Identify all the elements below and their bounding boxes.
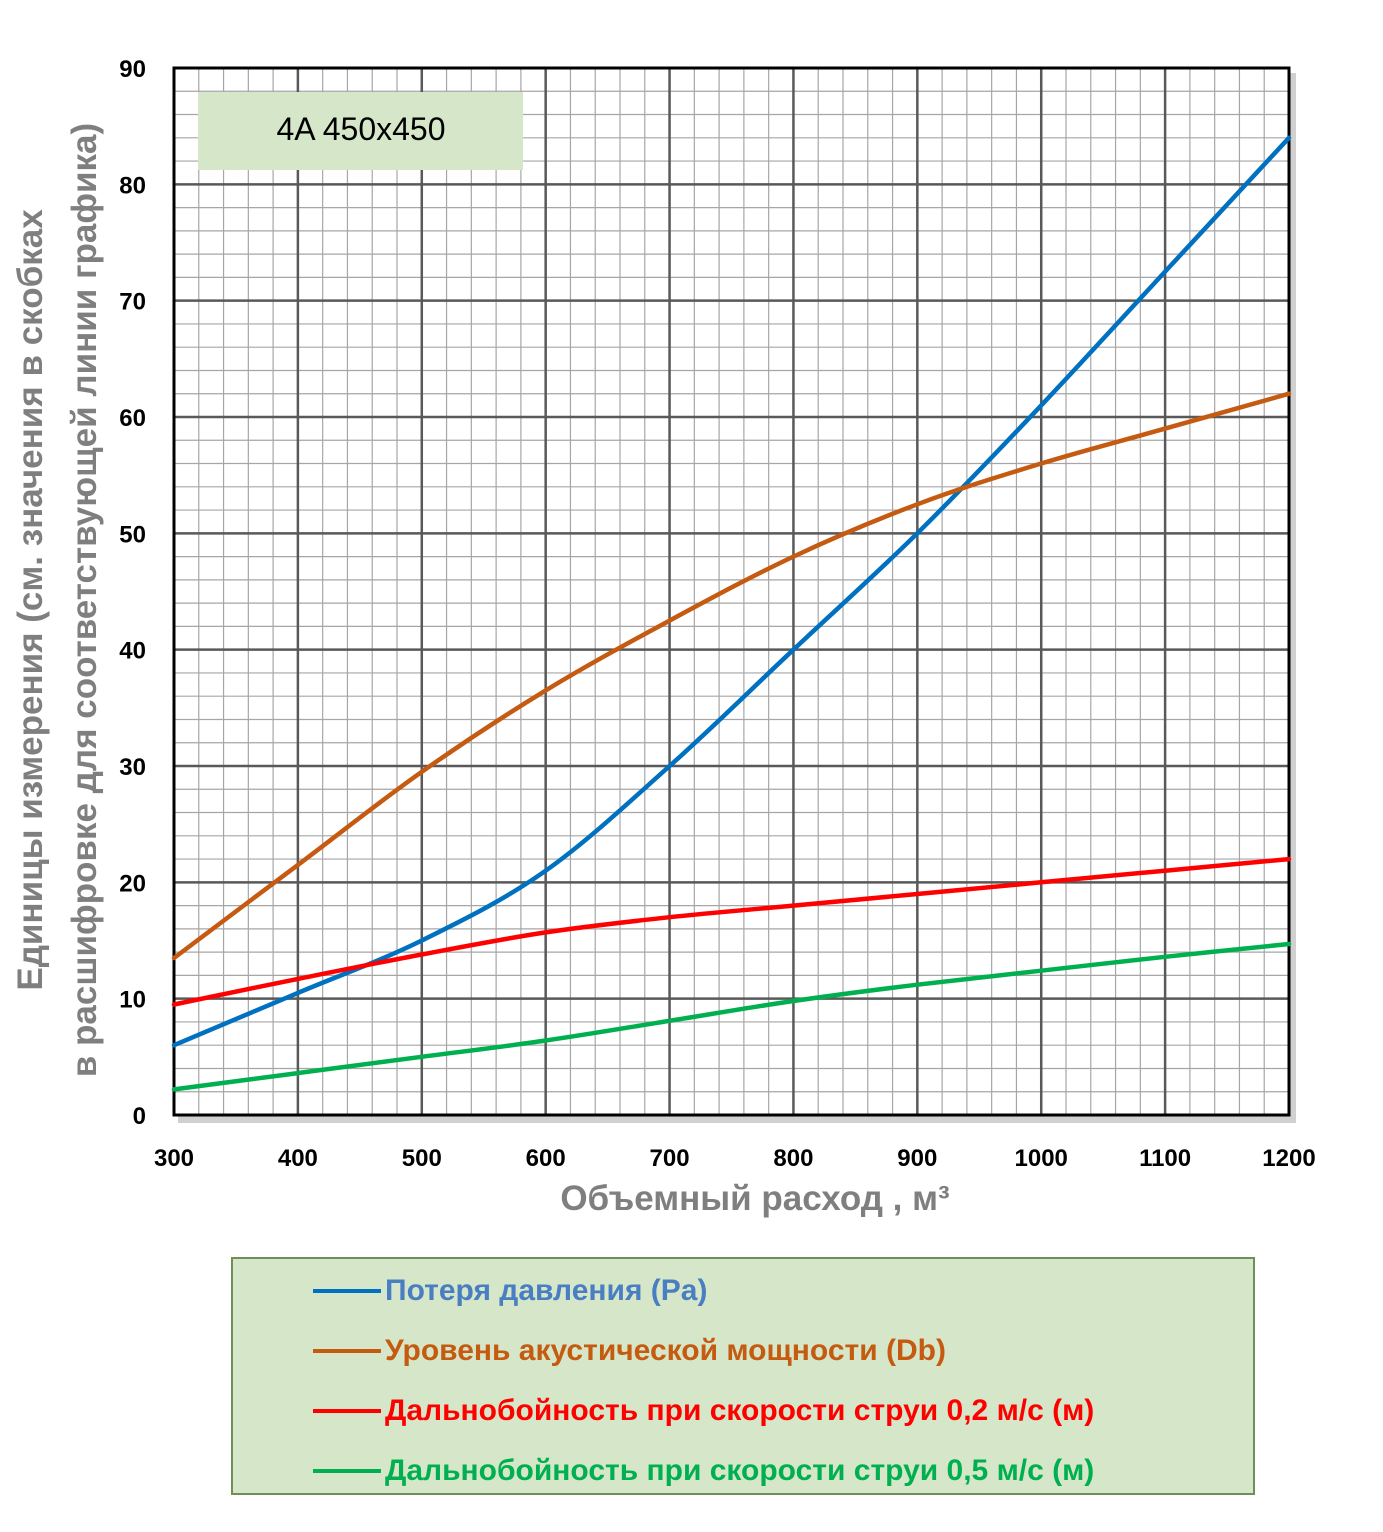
legend-item-acoustic: Уровень акустической мощности (Db) xyxy=(313,1331,946,1371)
legend-item-range-02: Дальнобойность при скорости струи 0,2 м/… xyxy=(313,1391,1094,1431)
plot-area xyxy=(174,68,1289,1115)
y-axis-title-line2: в расшифровке для соответствующей линии … xyxy=(65,123,104,1077)
plot-border xyxy=(172,66,1291,1117)
series-line-acoustic xyxy=(171,391,1292,961)
y-tick-label: 60 xyxy=(119,405,146,432)
y-tick-label: 10 xyxy=(119,987,146,1014)
x-tick-label: 900 xyxy=(897,1145,937,1172)
series-line-range-02 xyxy=(171,856,1292,1007)
chart: 4A 450x450 300 400 500 600 700 800 900 1000 1100… xyxy=(11,56,1316,1218)
x-tick-label: 400 xyxy=(278,1145,318,1172)
y-tick-label: 40 xyxy=(119,638,146,665)
y-tick-label: 90 xyxy=(119,56,146,83)
x-axis-title: Объемный расход , м³ xyxy=(560,1179,949,1218)
x-tick-label: 300 xyxy=(154,1145,194,1172)
annotation-label: 4A 450x450 xyxy=(276,111,445,147)
legend: Потеря давления (Pa) Уровень акустическо… xyxy=(231,1257,1255,1495)
y-tick-label: 50 xyxy=(119,521,146,548)
series-layer xyxy=(171,135,1292,1092)
legend-swatch-range-02 xyxy=(313,1409,381,1413)
y-tick-label: 20 xyxy=(119,870,146,897)
legend-label-pressure: Потеря давления (Pa) xyxy=(385,1274,708,1307)
x-tick-label: 600 xyxy=(526,1145,566,1172)
legend-swatch-pressure xyxy=(313,1289,381,1293)
x-tick-label: 800 xyxy=(773,1145,813,1172)
x-tick-label: 1200 xyxy=(1262,1145,1315,1172)
x-tick-label: 1100 xyxy=(1139,1145,1191,1172)
y-tick-label: 80 xyxy=(119,172,146,199)
legend-label-range-02: Дальнобойность при скорости струи 0,2 м/… xyxy=(385,1394,1095,1427)
legend-label-range-05: Дальнобойность при скорости струи 0,5 м/… xyxy=(385,1454,1095,1487)
legend-label-acoustic: Уровень акустической мощности (Db) xyxy=(385,1334,946,1367)
legend-swatch-acoustic xyxy=(313,1349,381,1353)
x-tick-labels: 300 400 500 600 700 800 900 1000 1100 1200 xyxy=(154,1145,1316,1172)
y-tick-label: 30 xyxy=(119,754,146,781)
annotation-box xyxy=(198,92,523,170)
y-axis-title-line1: Единицы измерения (см. значения в скобка… xyxy=(11,209,50,991)
y-tick-label: 0 xyxy=(133,1103,146,1130)
legend-item-pressure: Потеря давления (Pa) xyxy=(313,1271,708,1311)
x-tick-label: 700 xyxy=(650,1145,690,1172)
y-tick-labels: 0 10 20 30 40 50 60 70 80 90 xyxy=(119,56,146,1130)
series-line-pressure xyxy=(171,135,1292,1048)
series-line-range-05 xyxy=(171,941,1292,1092)
legend-swatch-range-05 xyxy=(313,1469,381,1473)
x-tick-label: 1000 xyxy=(1015,1145,1068,1172)
y-tick-label: 70 xyxy=(119,289,146,316)
x-tick-label: 500 xyxy=(402,1145,442,1172)
legend-item-range-05: Дальнобойность при скорости струи 0,5 м/… xyxy=(313,1451,1094,1491)
